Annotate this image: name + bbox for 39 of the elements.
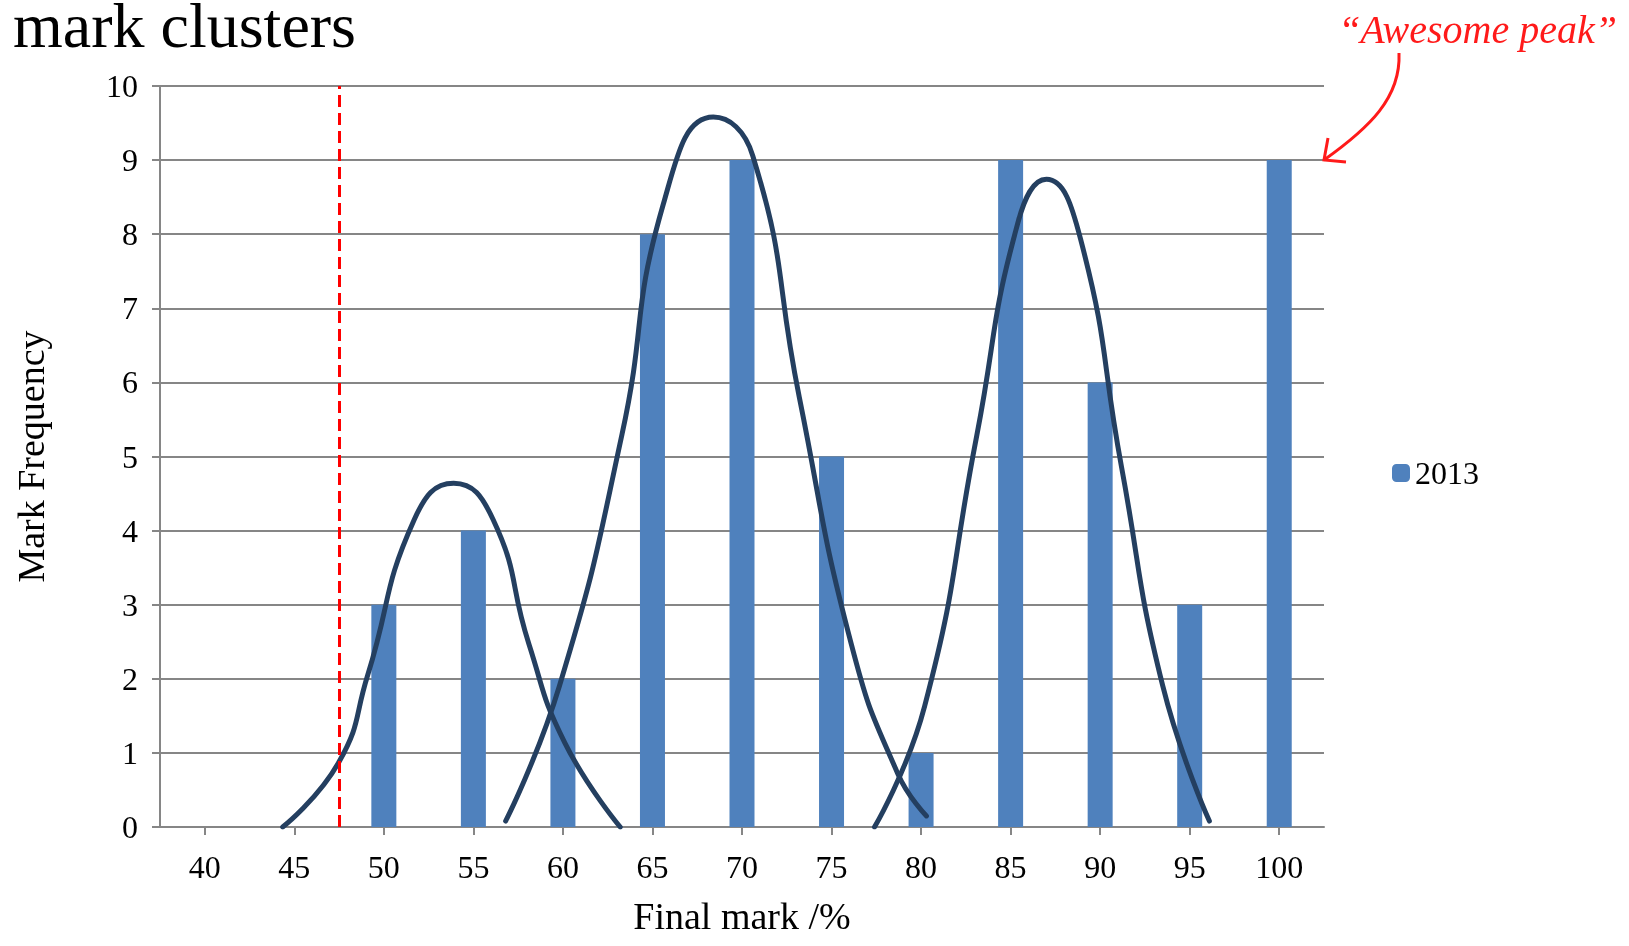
chart-title: mark clusters	[13, 0, 356, 61]
x-tick-label: 75	[815, 849, 848, 885]
y-tick-label: 0	[122, 809, 138, 845]
y-axis-title: Mark Frequency	[10, 330, 52, 583]
y-tick-label: 10	[106, 68, 138, 104]
x-tick-label: 45	[278, 849, 311, 885]
bar	[729, 160, 755, 827]
x-tick-label: 80	[905, 849, 938, 885]
x-tick-label: 55	[457, 849, 490, 885]
x-tick-label: 60	[546, 849, 579, 885]
y-tick-label: 7	[122, 290, 138, 327]
x-tick-label: 90	[1084, 849, 1117, 885]
y-tick-label: 2	[122, 660, 138, 697]
y-tick-label: 6	[122, 364, 138, 401]
y-tick-label: 9	[122, 142, 138, 179]
bar	[819, 456, 845, 827]
y-tick-label: 8	[122, 216, 138, 253]
bar	[1177, 604, 1203, 827]
bar	[371, 604, 397, 827]
x-tick-label: 65	[636, 849, 669, 885]
x-axis-title: Final mark /%	[633, 895, 851, 937]
y-tick-label: 4	[122, 512, 138, 549]
x-tick-label: 95	[1173, 849, 1206, 885]
bar	[908, 752, 934, 827]
bar	[460, 530, 486, 827]
x-tick-label: 100	[1255, 849, 1304, 885]
x-tick-label: 40	[188, 849, 221, 885]
x-tick-label: 50	[367, 849, 400, 885]
x-tick-label: 70	[726, 849, 758, 885]
bar	[998, 160, 1024, 827]
legend-label: 2013	[1415, 455, 1479, 491]
bar	[1087, 382, 1113, 827]
x-tick-label: 85	[994, 849, 1027, 885]
text: “Awesome peak”	[1338, 6, 1617, 53]
y-tick-label: 3	[122, 586, 138, 623]
bar	[639, 234, 665, 827]
y-tick-label: 5	[122, 438, 138, 475]
y-tick-label: 1	[122, 734, 138, 771]
bar	[1266, 160, 1292, 827]
